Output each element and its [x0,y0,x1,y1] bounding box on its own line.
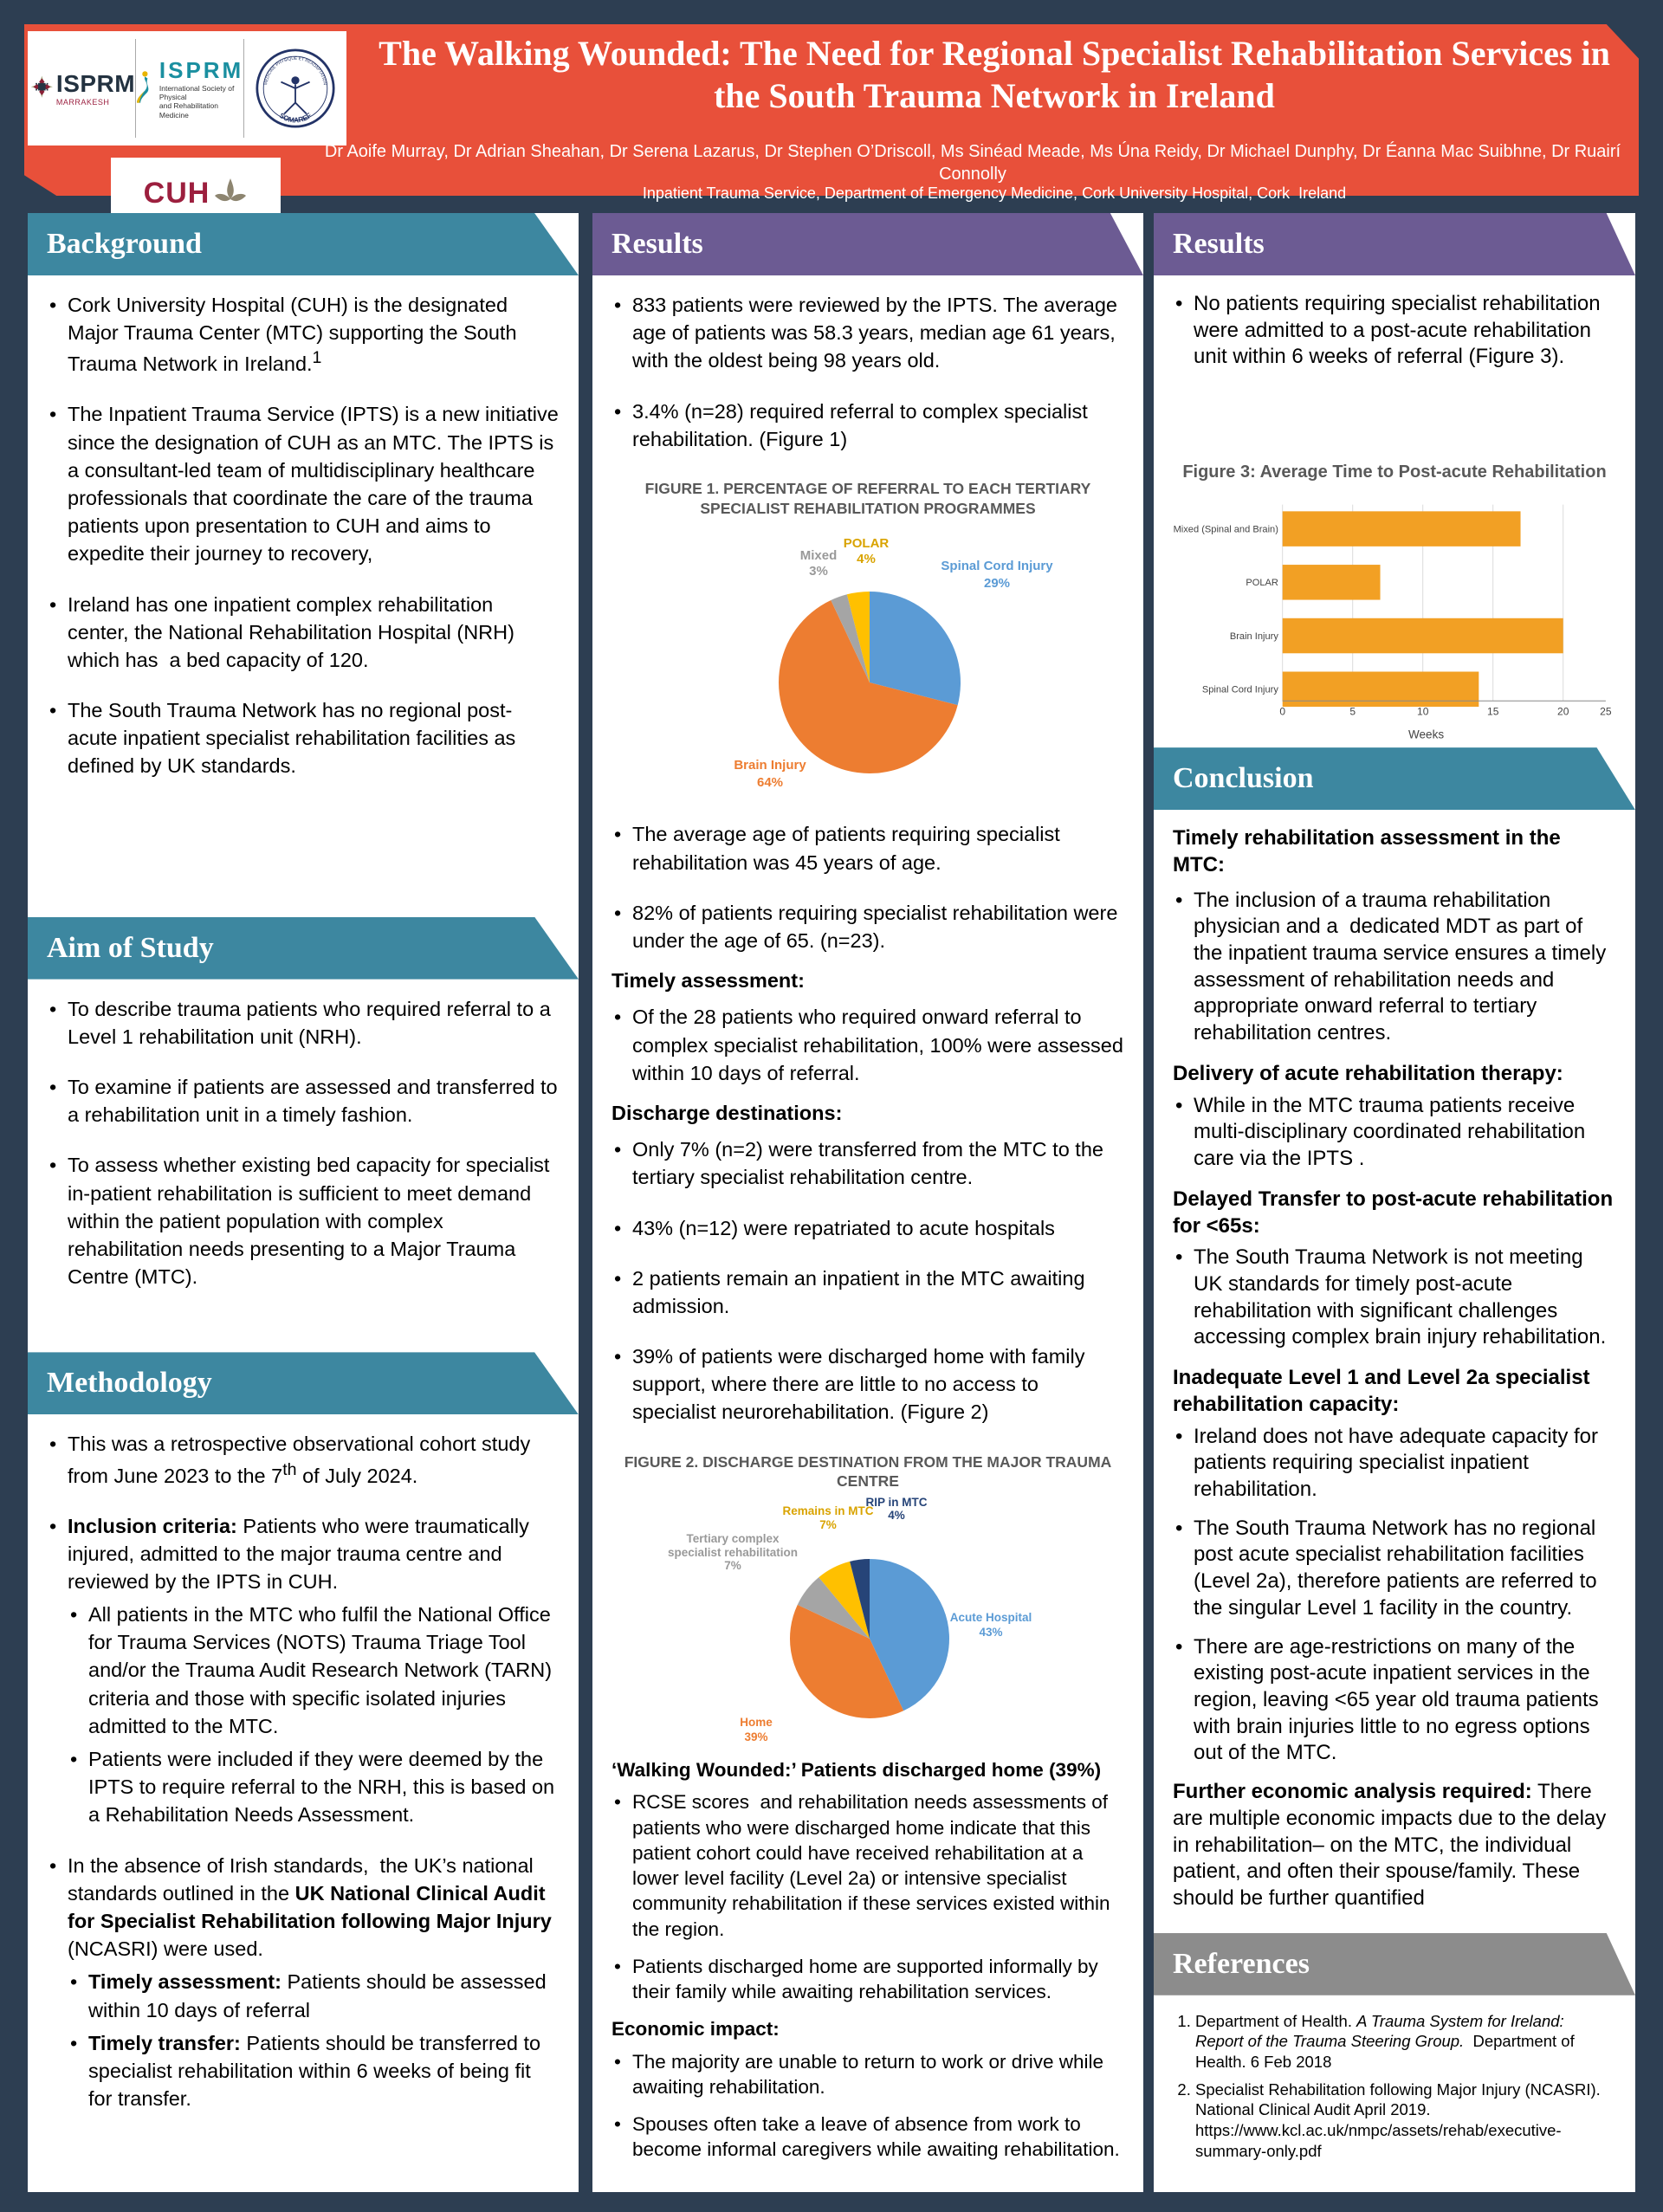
svg-text:Spinal Cord Injury: Spinal Cord Injury [1202,685,1279,695]
svg-text:Weeks: Weeks [1408,728,1444,741]
svg-text:43%: 43% [979,1626,1002,1639]
svg-text:Spinal Cord Injury: Spinal Cord Injury [941,559,1053,573]
svg-text:Mixed (Spinal and Brain): Mixed (Spinal and Brain) [1174,525,1278,535]
svg-text:10: 10 [1417,706,1429,718]
svg-text:25: 25 [1600,706,1612,718]
svg-text:POLAR: POLAR [844,536,890,551]
svg-text:7%: 7% [724,1559,741,1572]
svg-text:20: 20 [1557,706,1569,718]
svg-text:29%: 29% [984,576,1010,591]
svg-text:4%: 4% [857,552,876,566]
svg-text:3%: 3% [809,564,828,579]
svg-text:15: 15 [1487,706,1499,718]
svg-text:Acute Hospital: Acute Hospital [950,1611,1032,1624]
svg-text:4%: 4% [888,1509,905,1522]
svg-text:Home: Home [740,1716,773,1729]
svg-text:Brain Injury: Brain Injury [1230,631,1278,642]
svg-text:POLAR: POLAR [1246,578,1278,588]
svg-text:39%: 39% [744,1730,767,1743]
svg-text:7%: 7% [819,1518,837,1531]
svg-text:0: 0 [1279,706,1285,718]
svg-text:Mixed: Mixed [800,548,838,563]
svg-text:specialist rehabilitation: specialist rehabilitation [668,1546,798,1559]
svg-text:5: 5 [1349,706,1356,718]
svg-text:64%: 64% [757,775,783,790]
svg-text:Tertiary complex: Tertiary complex [686,1532,780,1545]
svg-text:Brain Injury: Brain Injury [734,758,806,773]
svg-text:Remains in MTC: Remains in MTC [782,1504,873,1517]
svg-text:RIP in MTC: RIP in MTC [865,1496,927,1509]
